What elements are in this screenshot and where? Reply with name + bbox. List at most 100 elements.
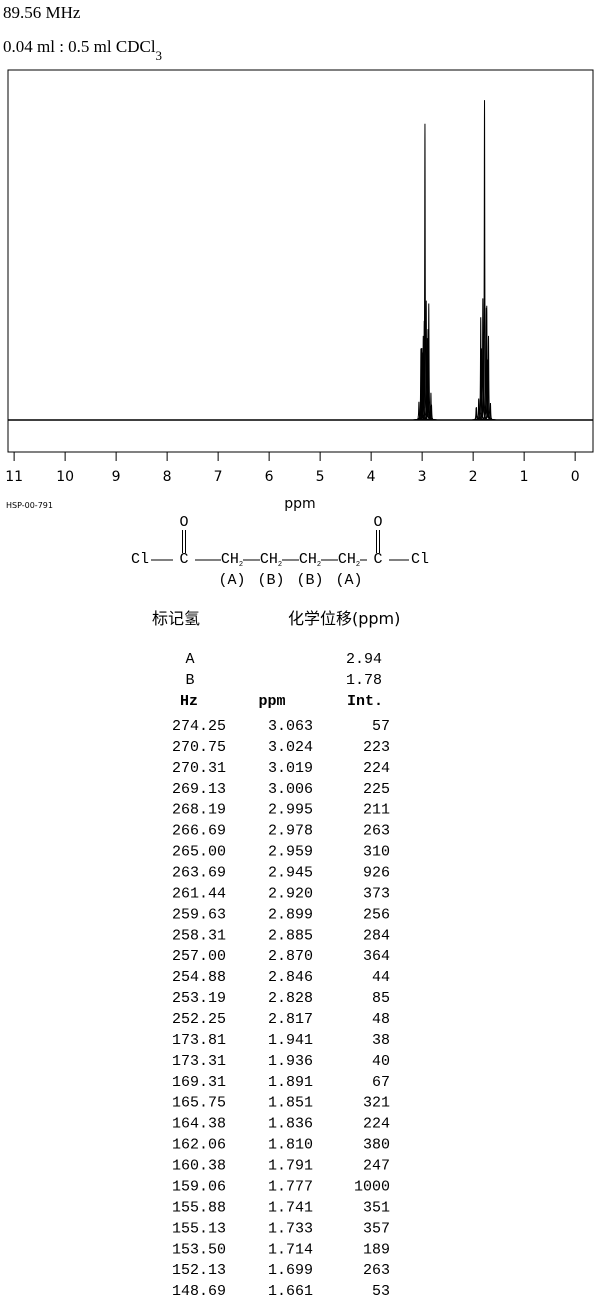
atom: Cl bbox=[411, 551, 429, 568]
ppm-cell: 1.699 bbox=[268, 1262, 313, 1279]
atom-text: Cl bbox=[411, 551, 429, 568]
ppm-cell: 1.891 bbox=[268, 1074, 313, 1091]
peak bbox=[423, 404, 440, 421]
int-cell: 351 bbox=[363, 1199, 390, 1216]
oxygen: O bbox=[179, 514, 188, 531]
hz-cell: 270.31 bbox=[172, 760, 226, 777]
int-cell: 263 bbox=[363, 823, 390, 840]
int-cell: 224 bbox=[363, 1116, 390, 1133]
group-label: (B) bbox=[257, 572, 284, 589]
x-tick-label: 3 bbox=[418, 469, 427, 485]
int-cell: 1000 bbox=[354, 1178, 390, 1195]
hz-cell: 173.81 bbox=[172, 1032, 226, 1049]
hz-cell: 253.19 bbox=[172, 990, 226, 1007]
atom-text: C bbox=[373, 551, 382, 568]
atom-text: CH bbox=[338, 551, 356, 568]
hz-cell: 258.31 bbox=[172, 927, 226, 944]
hz-cell: 165.75 bbox=[172, 1095, 226, 1112]
ppm-cell: 1.714 bbox=[268, 1241, 313, 1258]
atom: C bbox=[373, 551, 382, 568]
int-cell: 256 bbox=[363, 906, 390, 923]
ppm-cell: 1.941 bbox=[268, 1032, 313, 1049]
ppm-cell: 2.870 bbox=[268, 948, 313, 965]
hz-cell: 162.06 bbox=[172, 1137, 226, 1154]
ppm-cell: 2.828 bbox=[268, 990, 313, 1007]
sample-sub: 3 bbox=[156, 48, 163, 63]
column-header: ppm bbox=[258, 693, 285, 710]
x-tick-label: 7 bbox=[214, 469, 223, 485]
atom: Cl bbox=[131, 551, 149, 568]
atom: CH2 bbox=[338, 551, 360, 569]
ppm-cell: 2.945 bbox=[268, 865, 313, 882]
atom-text: CH bbox=[221, 551, 239, 568]
hz-cell: 263.69 bbox=[172, 865, 226, 882]
atom-sub: 2 bbox=[239, 561, 243, 569]
int-cell: 263 bbox=[363, 1262, 390, 1279]
sample-text: 0.04 ml : 0.5 ml CDCl bbox=[3, 37, 156, 56]
assign-value: 2.94 bbox=[346, 651, 382, 668]
atom: C bbox=[179, 551, 188, 568]
x-tick-label: 10 bbox=[56, 469, 74, 485]
oxygen: O bbox=[373, 514, 382, 531]
ppm-cell: 1.791 bbox=[268, 1158, 313, 1175]
x-tick-label: 9 bbox=[112, 469, 121, 485]
ppm-cell: 1.851 bbox=[268, 1095, 313, 1112]
hz-cell: 148.69 bbox=[172, 1283, 226, 1300]
int-cell: 310 bbox=[363, 844, 390, 861]
assign-label: B bbox=[185, 672, 194, 689]
int-cell: 364 bbox=[363, 948, 390, 965]
int-cell: 38 bbox=[372, 1032, 390, 1049]
sample: 0.04 ml : 0.5 ml CDCl3 bbox=[3, 37, 162, 63]
hz-cell: 274.25 bbox=[172, 718, 226, 735]
int-cell: 926 bbox=[363, 865, 390, 882]
ppm-cell: 3.006 bbox=[268, 781, 313, 798]
ppm-cell: 1.836 bbox=[268, 1116, 313, 1133]
ppm-cell: 2.920 bbox=[268, 885, 313, 902]
int-cell: 53 bbox=[372, 1283, 390, 1300]
int-cell: 85 bbox=[372, 990, 390, 1007]
int-cell: 189 bbox=[363, 1241, 390, 1258]
assign-header: 标记氢 bbox=[152, 609, 200, 628]
int-cell: 225 bbox=[363, 781, 390, 798]
int-cell: 40 bbox=[372, 1053, 390, 1070]
hz-cell: 269.13 bbox=[172, 781, 226, 798]
column-header: Int. bbox=[347, 693, 383, 710]
ppm-cell: 1.936 bbox=[268, 1053, 313, 1070]
ppm-cell: 2.899 bbox=[268, 906, 313, 923]
int-cell: 321 bbox=[363, 1095, 390, 1112]
atom-text: CH bbox=[260, 551, 278, 568]
hz-cell: 257.00 bbox=[172, 948, 226, 965]
frequency: 89.56 MHz bbox=[3, 3, 81, 22]
atom-text: CH bbox=[299, 551, 317, 568]
column-header: Hz bbox=[180, 693, 198, 710]
x-tick-label: 2 bbox=[469, 469, 478, 485]
x-tick-label: 8 bbox=[163, 469, 172, 485]
assign-header: 化学位移(ppm) bbox=[288, 609, 400, 628]
ppm-cell: 2.959 bbox=[268, 844, 313, 861]
peak bbox=[482, 403, 499, 421]
int-cell: 48 bbox=[372, 1011, 390, 1028]
atom: CH2 bbox=[221, 551, 243, 569]
int-cell: 224 bbox=[363, 760, 390, 777]
int-cell: 284 bbox=[363, 927, 390, 944]
hz-cell: 152.13 bbox=[172, 1262, 226, 1279]
int-cell: 373 bbox=[363, 885, 390, 902]
hz-cell: 261.44 bbox=[172, 885, 226, 902]
ppm-cell: 3.019 bbox=[268, 760, 313, 777]
hz-cell: 164.38 bbox=[172, 1116, 226, 1133]
ppm-cell: 1.777 bbox=[268, 1178, 313, 1195]
hz-cell: 169.31 bbox=[172, 1074, 226, 1091]
hz-cell: 266.69 bbox=[172, 823, 226, 840]
x-tick-label: 11 bbox=[5, 469, 23, 485]
ppm-cell: 3.024 bbox=[268, 739, 313, 756]
hz-cell: 173.31 bbox=[172, 1053, 226, 1070]
atom-text: C bbox=[179, 551, 188, 568]
ppm-cell: 1.810 bbox=[268, 1137, 313, 1154]
ppm-cell: 2.846 bbox=[268, 969, 313, 986]
int-cell: 223 bbox=[363, 739, 390, 756]
atom-sub: 2 bbox=[278, 561, 282, 569]
ppm-cell: 1.661 bbox=[268, 1283, 313, 1300]
ppm-cell: 2.817 bbox=[268, 1011, 313, 1028]
x-tick-label: 1 bbox=[520, 469, 529, 485]
